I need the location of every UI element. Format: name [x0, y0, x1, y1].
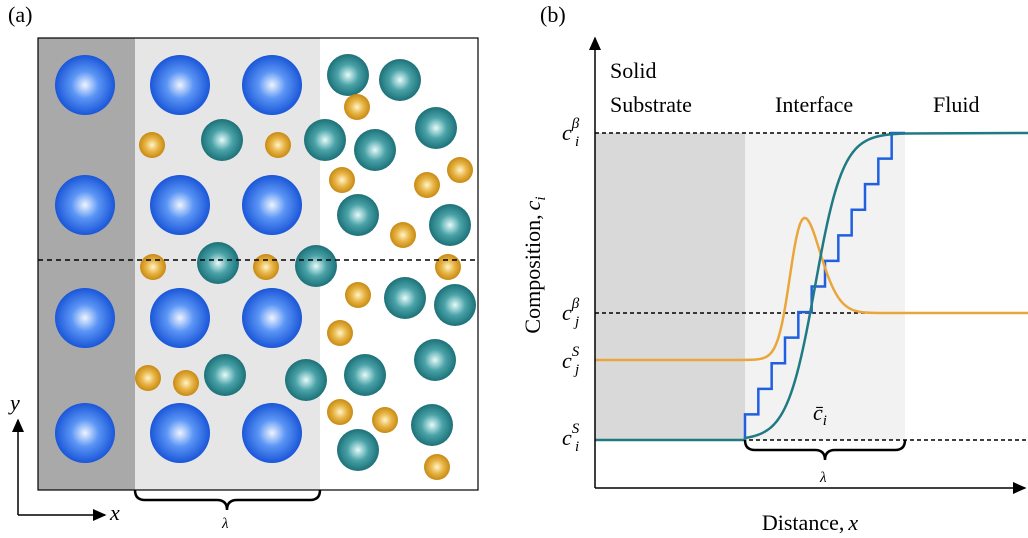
x-axis-label: Distance,x — [762, 510, 858, 535]
small-atom — [140, 254, 166, 280]
small-atom — [327, 320, 353, 346]
small-atom — [372, 407, 398, 433]
large-atom — [242, 288, 302, 348]
small-atom — [173, 370, 199, 396]
medium-atom — [434, 284, 476, 326]
large-atom — [55, 175, 115, 235]
panel-label: (a) — [8, 2, 32, 27]
large-atom — [55, 288, 115, 348]
panel-a: (a) y x λ — [8, 2, 478, 532]
brace-label: λ — [221, 516, 229, 532]
large-atom — [55, 55, 115, 115]
small-atom — [435, 254, 461, 280]
small-atom — [447, 157, 473, 183]
small-atom — [139, 132, 165, 158]
small-atom — [344, 94, 370, 120]
solid-region — [595, 133, 745, 440]
large-atom — [55, 403, 115, 463]
large-atom — [150, 55, 210, 115]
small-atom — [327, 399, 353, 425]
large-atom — [150, 403, 210, 463]
large-atom — [150, 175, 210, 235]
brace — [135, 490, 320, 510]
small-atom — [424, 454, 450, 480]
small-atom — [135, 365, 161, 391]
medium-atom — [197, 242, 239, 284]
large-atom — [242, 175, 302, 235]
small-atom — [265, 132, 291, 158]
region-label: Substrate — [610, 92, 692, 117]
medium-atom — [414, 339, 456, 381]
y-axis-label: Composition,ci — [520, 196, 549, 333]
small-atom — [390, 222, 416, 248]
medium-atom — [337, 194, 379, 236]
medium-atom — [379, 59, 421, 101]
brace — [745, 440, 905, 460]
region-label: Fluid — [933, 92, 979, 117]
large-atom — [150, 288, 210, 348]
x-label: x — [109, 500, 120, 525]
panel-label: (b) — [540, 2, 566, 27]
region-label: Solid — [610, 58, 656, 83]
medium-atom — [304, 119, 346, 161]
small-atom — [345, 282, 371, 308]
medium-atom — [295, 245, 337, 287]
y-label: y — [8, 390, 20, 415]
medium-atom — [285, 359, 327, 401]
panel-b: (b) Solid Substrate Interface Fluid λ cβ… — [520, 2, 1028, 535]
brace-label: λ — [819, 470, 827, 486]
medium-atom — [415, 107, 457, 149]
large-atom — [242, 403, 302, 463]
medium-atom — [204, 354, 246, 396]
small-atom — [253, 254, 279, 280]
medium-atom — [411, 404, 453, 446]
medium-atom — [327, 54, 369, 96]
medium-atom — [429, 204, 471, 246]
small-atom — [329, 167, 355, 193]
medium-atom — [354, 129, 396, 171]
medium-atom — [384, 277, 426, 319]
medium-atom — [201, 119, 243, 161]
figure: (a) y x λ (b) Solid Substrate Interface … — [0, 0, 1028, 538]
medium-atom — [337, 429, 379, 471]
medium-atom — [344, 354, 386, 396]
large-atom — [242, 55, 302, 115]
region-label: Interface — [775, 92, 853, 117]
small-atom — [414, 172, 440, 198]
